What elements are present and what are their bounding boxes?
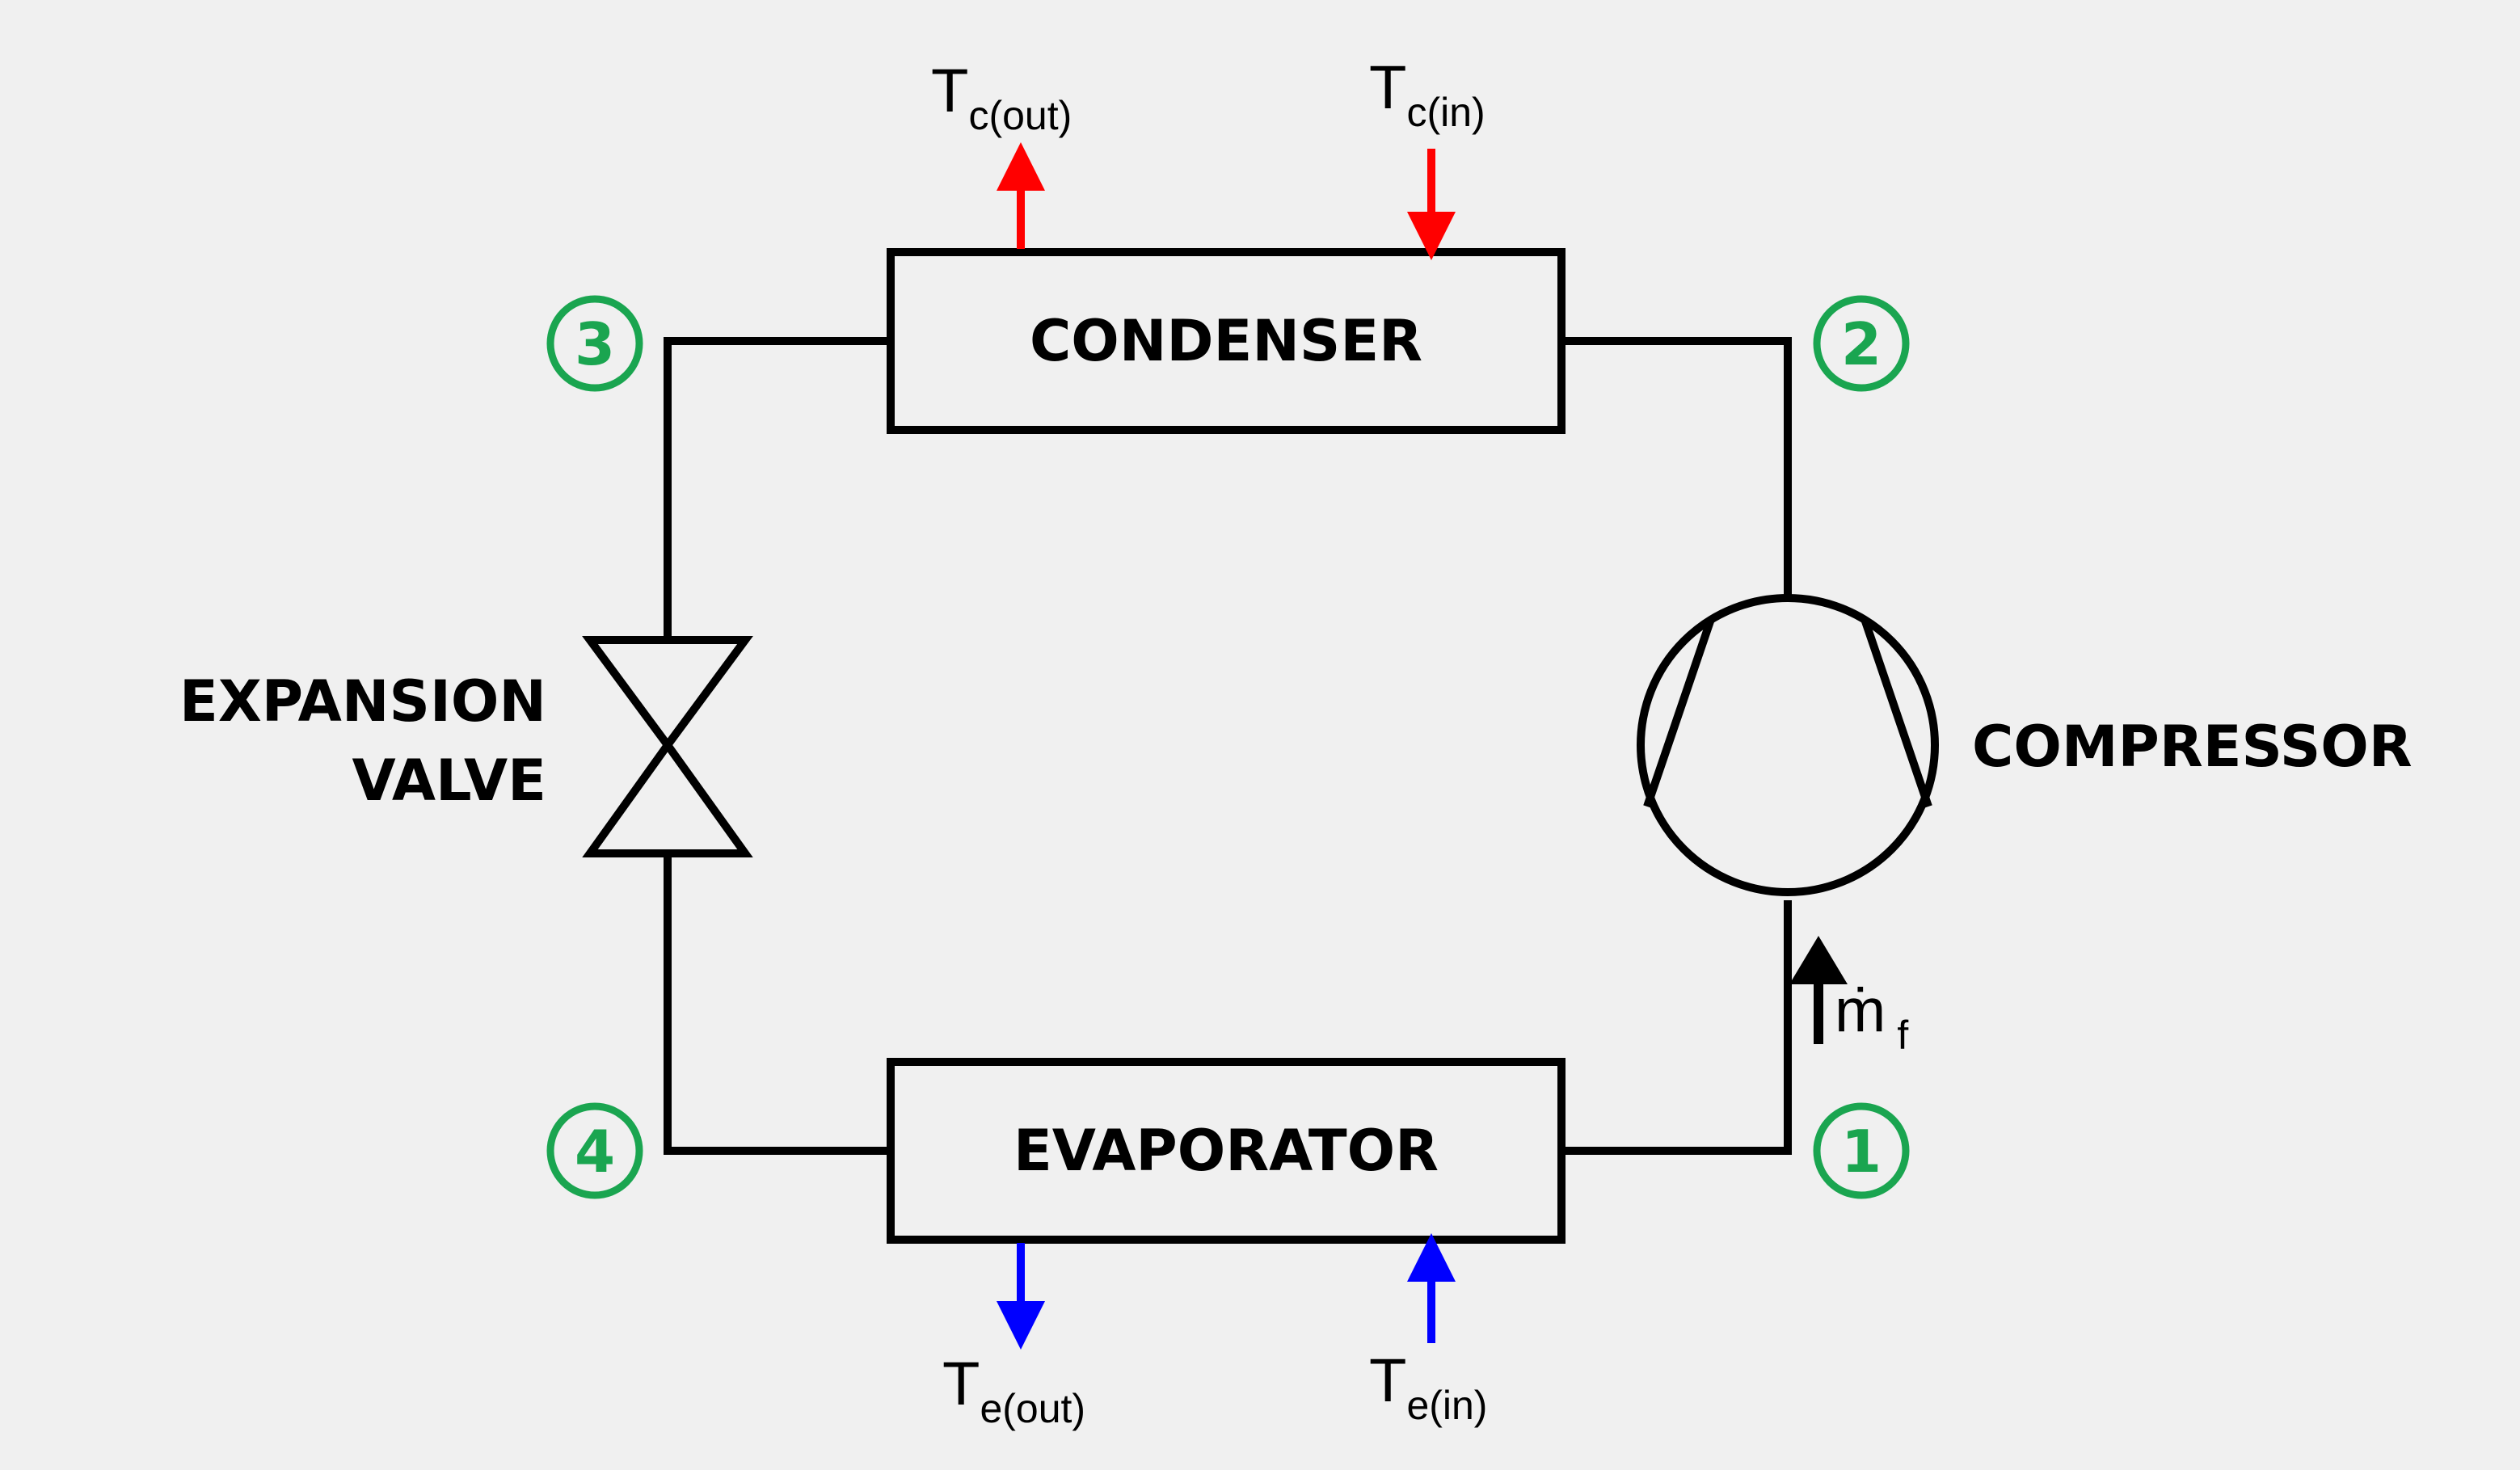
condenser-label: CONDENSER xyxy=(1030,308,1422,374)
expansion-valve-symbol[interactable] xyxy=(582,636,753,857)
state-marker-1: 1 xyxy=(1813,1102,1910,1199)
label-tc-in: Tc(in) xyxy=(1369,53,1485,135)
expansion-valve-label-line1: EXPANSION xyxy=(179,668,546,735)
svg-text:2: 2 xyxy=(1841,310,1882,378)
pipe-valve-to-evaporator xyxy=(664,857,889,1155)
state-marker-4: 4 xyxy=(546,1102,643,1199)
compressor-label: COMPRESSOR xyxy=(1972,714,2413,780)
state-marker-3: 3 xyxy=(546,295,643,392)
condenser-box[interactable] xyxy=(887,248,1566,434)
evaporator-label: EVAPORATOR xyxy=(1013,1118,1439,1184)
state-marker-2: 2 xyxy=(1813,295,1910,392)
compressor-symbol[interactable] xyxy=(1637,594,1939,896)
pipe-condenser-to-valve xyxy=(664,337,889,637)
pipe-compressor-to-condenser xyxy=(1563,337,1792,596)
label-te-out: Te(out) xyxy=(942,1350,1085,1431)
label-te-in: Te(in) xyxy=(1369,1346,1487,1428)
svg-text:3: 3 xyxy=(575,310,615,378)
expansion-valve-label-line2: VALVE xyxy=(352,748,546,814)
svg-text:1: 1 xyxy=(1841,1118,1882,1186)
label-tc-out: Tc(out) xyxy=(931,57,1072,138)
piping xyxy=(664,337,1792,1155)
evaporator-box[interactable] xyxy=(887,1058,1566,1244)
svg-text:4: 4 xyxy=(575,1118,615,1186)
pipe-evaporator-to-compressor xyxy=(1563,900,1792,1155)
